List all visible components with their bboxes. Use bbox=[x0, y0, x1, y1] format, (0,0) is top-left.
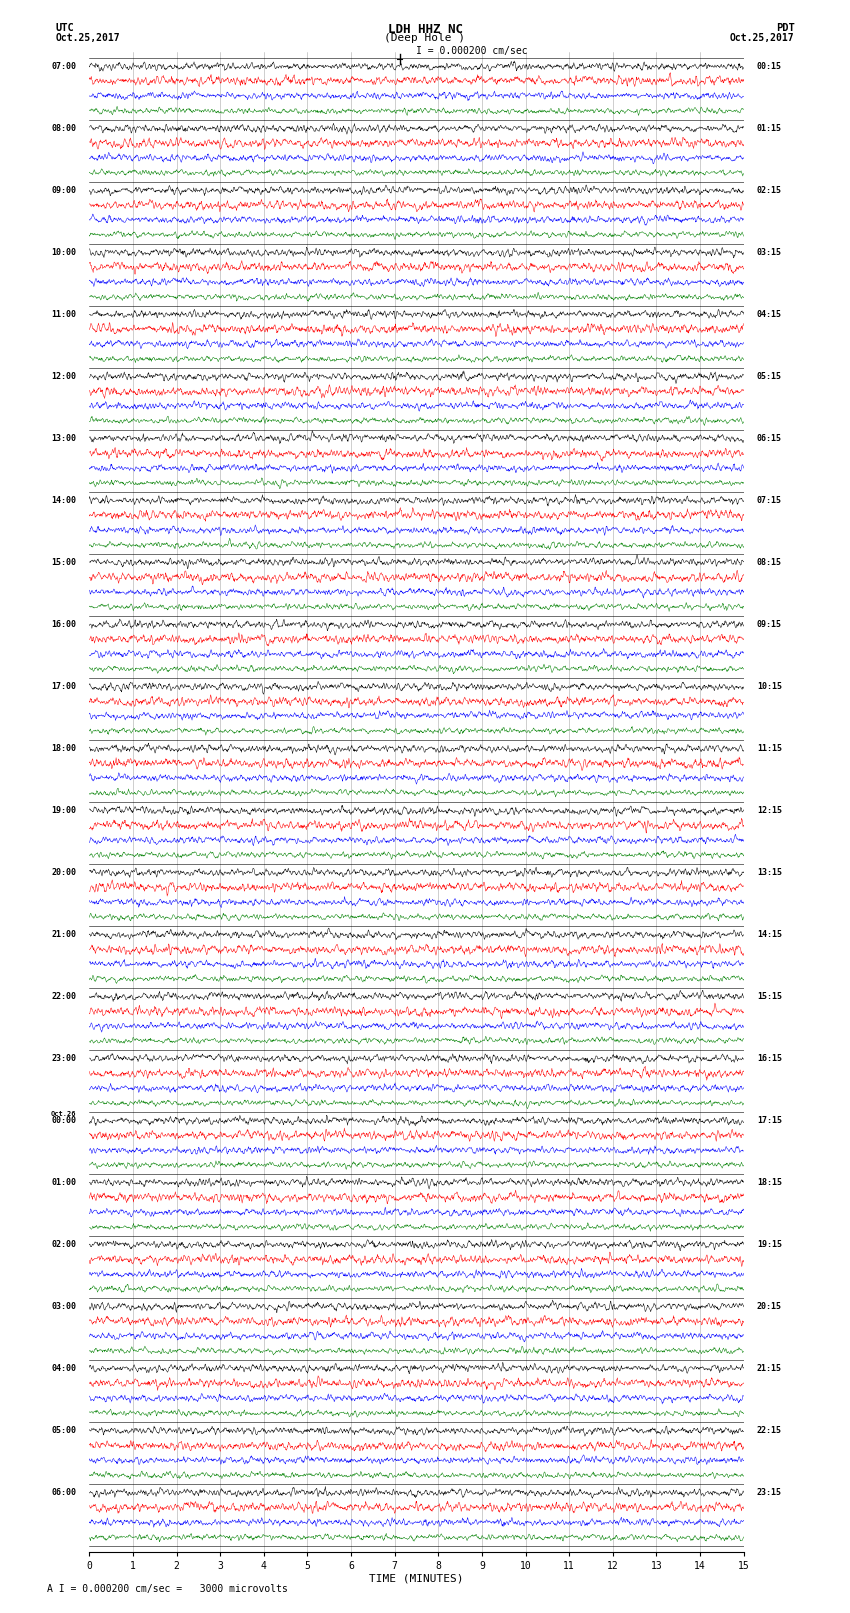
Text: 15:00: 15:00 bbox=[51, 558, 76, 568]
Text: 19:00: 19:00 bbox=[51, 806, 76, 815]
Text: 13:00: 13:00 bbox=[51, 434, 76, 444]
Text: 08:00: 08:00 bbox=[51, 124, 76, 132]
Text: 10:00: 10:00 bbox=[51, 248, 76, 256]
Text: 16:00: 16:00 bbox=[51, 619, 76, 629]
Text: 03:00: 03:00 bbox=[51, 1302, 76, 1311]
Text: 05:15: 05:15 bbox=[756, 373, 782, 381]
Text: 10:15: 10:15 bbox=[756, 682, 782, 690]
Text: 05:00: 05:00 bbox=[51, 1426, 76, 1436]
Text: 20:00: 20:00 bbox=[51, 868, 76, 877]
Text: 01:00: 01:00 bbox=[51, 1177, 76, 1187]
Text: 08:15: 08:15 bbox=[756, 558, 782, 568]
Text: 12:00: 12:00 bbox=[51, 373, 76, 381]
Text: 22:15: 22:15 bbox=[756, 1426, 782, 1436]
Text: A I = 0.000200 cm/sec =   3000 microvolts: A I = 0.000200 cm/sec = 3000 microvolts bbox=[47, 1584, 287, 1594]
Text: 06:00: 06:00 bbox=[51, 1489, 76, 1497]
Text: 21:00: 21:00 bbox=[51, 931, 76, 939]
Text: Oct.25,2017: Oct.25,2017 bbox=[730, 32, 795, 44]
Text: (Deep Hole ): (Deep Hole ) bbox=[384, 32, 466, 44]
Text: 07:15: 07:15 bbox=[756, 495, 782, 505]
Text: 12:15: 12:15 bbox=[756, 806, 782, 815]
Text: 15:15: 15:15 bbox=[756, 992, 782, 1002]
Text: 02:00: 02:00 bbox=[51, 1240, 76, 1248]
Text: 02:15: 02:15 bbox=[756, 185, 782, 195]
Text: 21:15: 21:15 bbox=[756, 1365, 782, 1373]
Text: 16:15: 16:15 bbox=[756, 1053, 782, 1063]
Text: Oct.25,2017: Oct.25,2017 bbox=[55, 32, 120, 44]
Text: 04:00: 04:00 bbox=[51, 1365, 76, 1373]
Text: 04:15: 04:15 bbox=[756, 310, 782, 319]
Text: 01:15: 01:15 bbox=[756, 124, 782, 132]
Text: I = 0.000200 cm/sec: I = 0.000200 cm/sec bbox=[416, 45, 528, 56]
Text: 19:15: 19:15 bbox=[756, 1240, 782, 1248]
Text: 09:00: 09:00 bbox=[51, 185, 76, 195]
Text: 23:00: 23:00 bbox=[51, 1053, 76, 1063]
Text: 20:15: 20:15 bbox=[756, 1302, 782, 1311]
Text: 14:00: 14:00 bbox=[51, 495, 76, 505]
Text: 13:15: 13:15 bbox=[756, 868, 782, 877]
Text: UTC: UTC bbox=[55, 24, 74, 34]
Text: 06:15: 06:15 bbox=[756, 434, 782, 444]
Text: 09:15: 09:15 bbox=[756, 619, 782, 629]
Text: 18:15: 18:15 bbox=[756, 1177, 782, 1187]
Text: 07:00: 07:00 bbox=[51, 61, 76, 71]
Text: PDT: PDT bbox=[776, 24, 795, 34]
Text: LDH HHZ NC: LDH HHZ NC bbox=[388, 24, 462, 37]
Text: 00:15: 00:15 bbox=[756, 61, 782, 71]
Text: 18:00: 18:00 bbox=[51, 744, 76, 753]
Text: 11:00: 11:00 bbox=[51, 310, 76, 319]
Text: 17:00: 17:00 bbox=[51, 682, 76, 690]
Text: 11:15: 11:15 bbox=[756, 744, 782, 753]
Text: 14:15: 14:15 bbox=[756, 931, 782, 939]
Text: 03:15: 03:15 bbox=[756, 248, 782, 256]
Text: 22:00: 22:00 bbox=[51, 992, 76, 1002]
X-axis label: TIME (MINUTES): TIME (MINUTES) bbox=[369, 1574, 464, 1584]
Text: 23:15: 23:15 bbox=[756, 1489, 782, 1497]
Text: 17:15: 17:15 bbox=[756, 1116, 782, 1126]
Text: 00:00: 00:00 bbox=[51, 1116, 76, 1126]
Text: Oct.26: Oct.26 bbox=[51, 1111, 76, 1116]
